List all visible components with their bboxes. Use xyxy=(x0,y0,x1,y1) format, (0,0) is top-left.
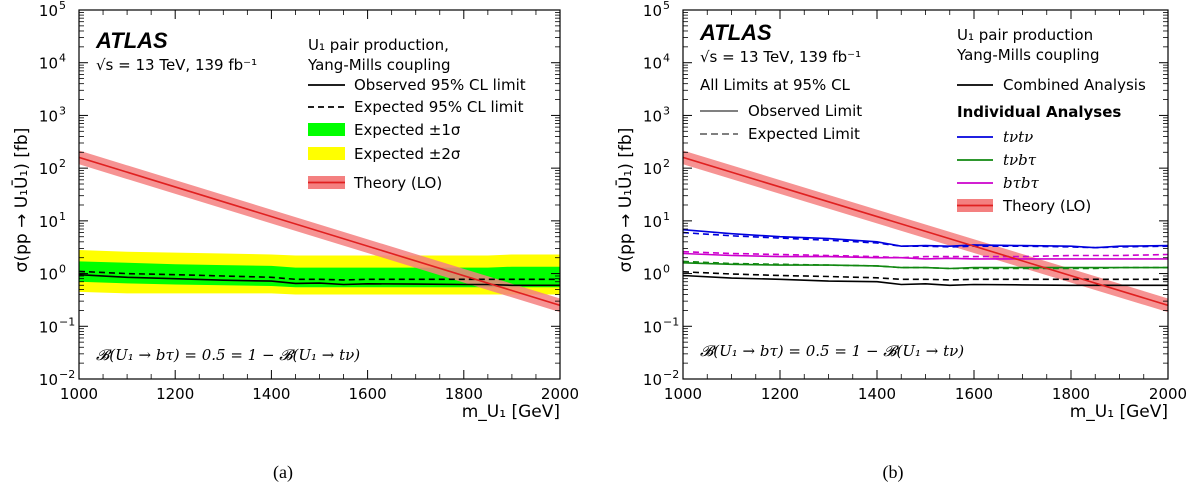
x-tick-label: 1000 xyxy=(664,385,702,403)
x-tick-label: 1800 xyxy=(1052,385,1090,403)
legend-observed-label: Observed 95% CL limit xyxy=(354,76,526,94)
y-tick-label: 10 xyxy=(643,371,662,389)
y-tick-label: 10 xyxy=(39,107,58,125)
legend-btbt-label: bτbτ xyxy=(1003,174,1040,192)
panel-b-branching-note: 𝓑(U₁ → bτ) = 0.5 = 1 − 𝓑(U₁ → tν) xyxy=(700,342,964,360)
theory-line xyxy=(683,156,1168,307)
y-tick-exponent: 4 xyxy=(663,52,670,65)
y-tick-label: 10 xyxy=(39,213,58,231)
panel-a-branching-note: 𝓑(U₁ → bτ) = 0.5 = 1 − 𝓑(U₁ → tν) xyxy=(96,346,360,364)
y-tick-label: 10 xyxy=(39,318,58,336)
series-b-b-observed xyxy=(683,252,1168,260)
legend-observed-limit-label: Observed Limit xyxy=(748,102,862,120)
panel-b-analysis-legend: Combined Analysis Individual Analyses tν… xyxy=(957,76,1146,215)
panel-b-style-legend: Observed Limit Expected Limit xyxy=(700,102,862,143)
series-t-b-expected xyxy=(683,260,1168,270)
y-tick-exponent: 2 xyxy=(663,157,670,170)
y-tick-label: 10 xyxy=(39,160,58,178)
panel-b-limits-note: All Limits at 95% CL xyxy=(700,76,851,94)
y-tick-exponent: 5 xyxy=(663,0,670,12)
y-tick-exponent: 1 xyxy=(663,210,670,223)
legend-individual-header: Individual Analyses xyxy=(957,103,1121,121)
legend-theory-label: Theory (LO) xyxy=(353,174,442,192)
y-tick-label: 10 xyxy=(39,371,58,389)
y-tick-exponent: 3 xyxy=(59,104,66,117)
y-tick-exponent: −1 xyxy=(663,315,679,328)
legend-1sigma-swatch xyxy=(308,123,345,136)
y-tick-label: 10 xyxy=(39,55,58,73)
series-observed-95-cl-limit xyxy=(79,273,560,287)
x-tick-label: 1400 xyxy=(858,385,896,403)
legend-2sigma-swatch xyxy=(308,147,345,160)
y-tick-exponent: 2 xyxy=(59,157,66,170)
x-tick-label: 1200 xyxy=(156,385,194,403)
y-tick-label: 10 xyxy=(643,160,662,178)
y-tick-exponent: 0 xyxy=(59,263,66,276)
legend-combined-label: Combined Analysis xyxy=(1003,76,1146,94)
x-tick-label: 1600 xyxy=(349,385,387,403)
x-tick-label: 1800 xyxy=(445,385,483,403)
panel-b-x-axis-label: m_U₁ [GeV] xyxy=(1070,402,1168,422)
plot-clip-group xyxy=(683,150,1168,313)
series-combined-observed xyxy=(683,274,1168,287)
series-expected-95-cl-limit xyxy=(79,270,560,281)
y-tick-label: 10 xyxy=(643,55,662,73)
series-combined-expected xyxy=(683,271,1168,281)
plot-clip-group xyxy=(79,150,560,313)
y-tick-exponent: −1 xyxy=(59,315,75,328)
y-tick-exponent: 5 xyxy=(59,0,66,12)
y-tick-exponent: −2 xyxy=(59,368,75,381)
y-tick-label: 10 xyxy=(643,213,662,231)
panel-b-caption: (b) xyxy=(883,462,904,483)
panel-b-energy-label: √s = 13 TeV, 139 fb⁻¹ xyxy=(700,48,861,66)
y-tick-label: 10 xyxy=(643,107,662,125)
y-tick-exponent: −2 xyxy=(663,368,679,381)
y-tick-label: 10 xyxy=(39,2,58,20)
panel-a-y-axis-label: σ(pp → U₁Ū₁) [fb] xyxy=(10,128,32,273)
x-tick-label: 1400 xyxy=(252,385,290,403)
legend-expected-limit-label: Expected Limit xyxy=(748,125,860,143)
y-tick-exponent: 1 xyxy=(59,210,66,223)
theory-line xyxy=(79,156,560,307)
x-tick-label: 1000 xyxy=(60,385,98,403)
panel-b-y-axis-label: σ(pp → U₁Ū₁) [fb] xyxy=(614,128,636,273)
legend-tvtv-label: tνtν xyxy=(1003,128,1033,146)
x-tick-label: 2000 xyxy=(1149,385,1187,403)
legend-tvbt-label: tνbτ xyxy=(1003,151,1037,169)
panel-b-legend-title-2: Yang-Mills coupling xyxy=(956,46,1100,64)
y-tick-exponent: 3 xyxy=(663,104,670,117)
panel-a-legend-title-1: U₁ pair production, xyxy=(308,36,449,54)
panel-a-legend: Observed 95% CL limit Expected 95% CL li… xyxy=(308,76,526,192)
y-tick-label: 10 xyxy=(643,2,662,20)
legend-expected-label: Expected 95% CL limit xyxy=(354,98,524,116)
panel-a-energy-label: √s = 13 TeV, 139 fb⁻¹ xyxy=(96,56,257,74)
legend-theory-label: Theory (LO) xyxy=(1002,197,1091,215)
y-tick-exponent: 4 xyxy=(59,52,66,65)
series-b-b-expected xyxy=(683,250,1168,259)
x-tick-label: 1600 xyxy=(955,385,993,403)
y-tick-label: 10 xyxy=(643,266,662,284)
panel-a-x-axis-label: m_U₁ [GeV] xyxy=(462,402,560,422)
legend-2sigma-label: Expected ±2σ xyxy=(354,145,461,163)
panel-b-atlas-label: ATLAS xyxy=(699,20,772,45)
series-t-t-expected xyxy=(683,231,1168,249)
panel-a-legend-title-2: Yang-Mills coupling xyxy=(307,56,451,74)
y-tick-label: 10 xyxy=(39,266,58,284)
y-tick-label: 10 xyxy=(643,318,662,336)
legend-1sigma-label: Expected ±1σ xyxy=(354,121,461,139)
panel-a-caption: (a) xyxy=(273,462,293,483)
x-tick-label: 2000 xyxy=(541,385,579,403)
panel-b-legend-title-1: U₁ pair production xyxy=(957,26,1093,44)
y-tick-exponent: 0 xyxy=(663,263,670,276)
panel-a-atlas-label: ATLAS xyxy=(95,28,168,53)
x-tick-label: 1200 xyxy=(761,385,799,403)
